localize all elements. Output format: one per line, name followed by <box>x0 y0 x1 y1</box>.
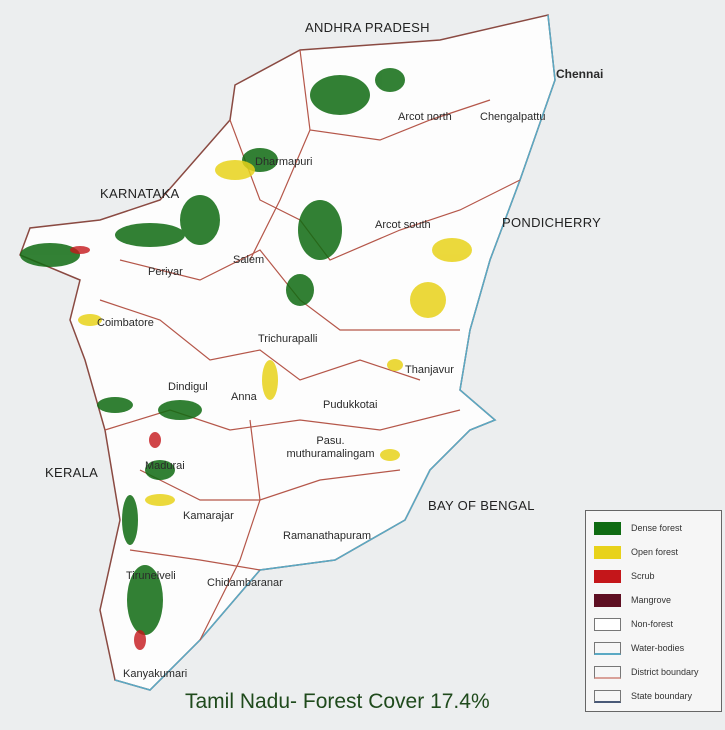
dense-forest-patches <box>20 68 405 635</box>
open-forest-patches <box>78 160 472 506</box>
state-outline <box>19 14 556 691</box>
coastline <box>114 14 556 691</box>
district-label: Dharmapuri <box>255 156 313 168</box>
district-boundary-swatch <box>594 665 621 679</box>
label-andhra-pradesh: ANDHRA PRADESH <box>305 20 430 35</box>
district-label: Madurai <box>145 460 185 472</box>
district-label: Ramanathapuram <box>283 530 372 542</box>
legend-label: Water-bodies <box>631 643 685 653</box>
scrub-patches <box>70 246 161 650</box>
district-label: Anna <box>231 391 257 403</box>
district-label: Dindigul <box>168 381 208 393</box>
district-label: Trichurapalli <box>258 333 318 345</box>
legend-label: Dense forest <box>631 523 683 533</box>
district-label: Tirunelveli <box>126 570 176 582</box>
district-label: Pasu. muthuramalingam <box>286 435 375 460</box>
non-forest-swatch <box>594 617 621 631</box>
legend-label: State boundary <box>631 691 693 701</box>
district-label: Arcot south <box>375 219 431 231</box>
legend-label: Open forest <box>631 547 679 557</box>
district-label: Chidambaranar <box>207 577 283 589</box>
district-label: Salem <box>233 254 265 266</box>
legend-label: Mangrove <box>631 595 672 605</box>
district-label: Kamarajar <box>183 510 234 522</box>
legend-item: District boundary <box>586 663 699 681</box>
label-karnataka: KARNATAKA <box>100 186 180 201</box>
state-boundary-swatch <box>594 689 621 703</box>
label-chennai: Chennai <box>556 67 604 81</box>
legend-item: Dense forest <box>586 519 682 537</box>
mangrove-swatch <box>594 593 621 607</box>
legend-item: State boundary <box>586 687 692 705</box>
legend-label: Scrub <box>631 571 655 581</box>
district-label: Thanjavur <box>405 364 454 376</box>
district-label: Coimbatore <box>97 317 154 329</box>
legend-item: Scrub <box>586 567 655 585</box>
district-label: Pudukkotai <box>323 399 378 411</box>
legend-item: Non-forest <box>586 615 673 633</box>
district-label: Arcot north <box>398 111 452 123</box>
label-bay-of-bengal: BAY OF BENGAL <box>428 498 535 513</box>
map-title: Tamil Nadu- Forest Cover 17.4% <box>185 690 490 713</box>
legend-label: District boundary <box>631 667 699 677</box>
legend-item: Water-bodies <box>586 639 684 657</box>
label-pondicherry: PONDICHERRY <box>502 215 602 230</box>
water-bodies-swatch <box>594 641 621 655</box>
scrub-swatch <box>594 569 621 583</box>
dense-forest-swatch <box>594 521 621 535</box>
district-label: Chengalpattu <box>480 111 546 123</box>
legend-item: Open forest <box>586 543 678 561</box>
legend-item: Mangrove <box>586 591 671 609</box>
map-legend: Dense forest Open forest Scrub Mangrove … <box>585 510 722 712</box>
open-forest-swatch <box>594 545 621 559</box>
district-label: Periyar <box>148 266 183 278</box>
district-label: Kanyakumari <box>123 668 188 680</box>
label-kerala: KERALA <box>45 465 99 480</box>
legend-label: Non-forest <box>631 619 674 629</box>
